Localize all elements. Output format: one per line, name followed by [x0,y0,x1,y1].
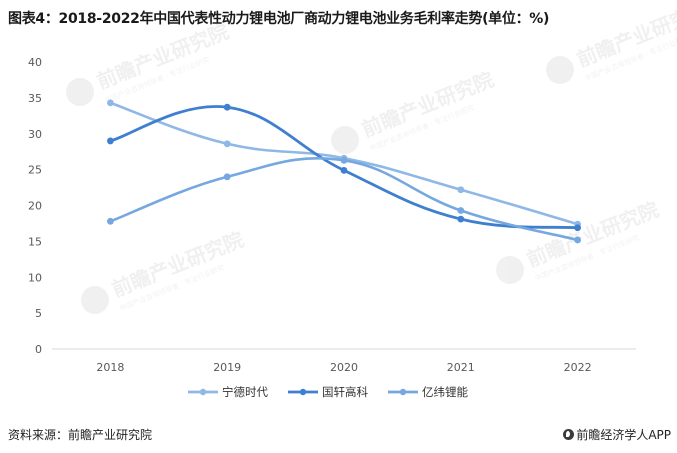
data-point [340,156,348,164]
y-axis: 0 5 10 15 20 25 30 35 40 [28,56,42,356]
svg-text:前瞻产业研究院: 前瞻产业研究院 [358,67,497,142]
data-point [223,173,231,181]
legend-marker [199,388,207,396]
y-tick-label: 35 [28,92,42,105]
x-tick-label: 2022 [564,361,592,374]
data-point [457,186,465,194]
x-tick-label: 2019 [213,361,241,374]
legend-item: 亿纬锂能 [388,385,468,399]
source-note: 资料来源：前瞻产业研究院 [8,428,153,442]
svg-text:前瞻产业研究院: 前瞻产业研究院 [93,19,232,94]
x-tick-label: 2018 [96,361,124,374]
legend-label: 宁德时代 [222,385,268,399]
y-tick-label: 30 [28,128,42,141]
data-point [574,224,581,232]
legend-label: 亿纬锂能 [422,385,468,399]
data-point [223,140,231,148]
data-point [107,99,114,107]
y-tick-label: 0 [35,343,42,356]
brand-logo-icon [563,429,575,440]
brand-footer: 前瞻经济学人APP [563,426,671,443]
legend-label: 国轩高科 [322,385,368,399]
data-point [457,215,465,223]
legend: 宁德时代 国轩高科 亿纬锂能 [188,385,468,399]
brand-label: 前瞻经济学人APP [576,428,671,442]
x-tick-label: 2020 [330,361,358,374]
data-point [574,236,581,244]
legend-marker [399,388,407,396]
data-point [107,137,114,145]
svg-text:前瞻产业研究院: 前瞻产业研究院 [523,197,662,272]
series-points [107,99,581,244]
y-tick-label: 15 [28,235,42,248]
legend-item: 宁德时代 [188,385,268,399]
y-tick-label: 40 [28,56,42,69]
y-tick-label: 5 [35,307,42,320]
chart-title: 图表4：2018-2022年中国代表性动力锂电池厂商动力锂电池业务毛利率走势(单… [8,11,550,27]
y-tick-label: 10 [28,271,42,284]
data-point [457,207,465,214]
data-point [223,103,231,111]
x-tick-label: 2021 [447,361,475,374]
data-point [340,166,348,174]
svg-text:前瞻产业研究院: 前瞻产业研究院 [108,227,247,302]
data-point [107,217,114,225]
y-tick-label: 25 [28,164,42,177]
y-tick-label: 20 [28,200,42,213]
legend-item: 国轩高科 [288,385,368,399]
x-axis: 2018 2019 2020 2021 2022 [96,361,591,374]
legend-marker [299,388,307,396]
